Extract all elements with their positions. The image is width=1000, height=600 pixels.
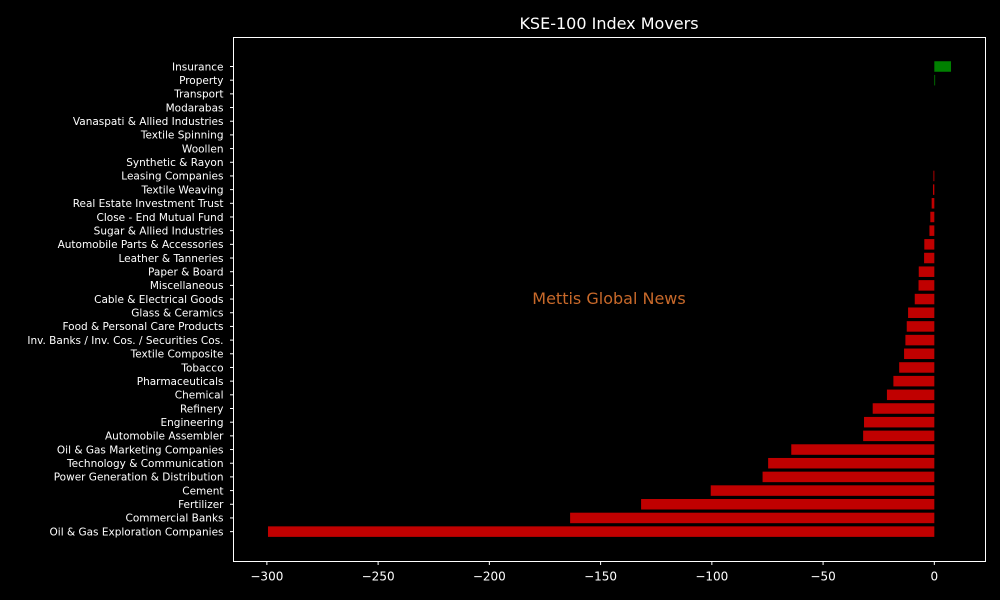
category-label: Automobile Parts & Accessories — [58, 239, 224, 251]
category-label: Cement — [182, 485, 223, 497]
bar — [899, 362, 935, 373]
bar — [918, 266, 935, 277]
bar — [929, 225, 935, 236]
category-label: Paper & Board — [148, 267, 223, 279]
x-tick-label: −200 — [473, 570, 506, 584]
category-label: Engineering — [161, 417, 224, 429]
bar — [762, 471, 935, 483]
bar — [908, 307, 935, 318]
bar — [768, 457, 935, 469]
category-label: Cable & Electrical Goods — [94, 294, 223, 306]
bars-layer — [267, 61, 952, 537]
x-tick-label: 0 — [931, 570, 939, 584]
category-label: Real Estate Investment Trust — [73, 198, 224, 210]
x-tick-label: −250 — [362, 570, 395, 584]
category-label: Refinery — [180, 403, 224, 415]
bar — [641, 499, 935, 510]
bar — [893, 375, 935, 387]
x-tick-label: −50 — [810, 570, 835, 584]
x-tick-label: −150 — [584, 570, 617, 584]
category-label: Modarabas — [166, 102, 224, 114]
watermark: Mettis Global News — [532, 289, 685, 308]
bar — [864, 416, 935, 428]
category-label: Oil & Gas Marketing Companies — [57, 444, 224, 456]
category-label: Inv. Banks / Inv. Cos. / Securities Cos. — [27, 335, 223, 347]
category-label: Woollen — [182, 143, 224, 155]
category-label: Textile Spinning — [140, 130, 224, 142]
x-tick-label: −300 — [250, 570, 283, 584]
chart-title: KSE-100 Index Movers — [519, 14, 698, 33]
category-label: Insurance — [172, 61, 224, 73]
category-label: Fertilizer — [178, 499, 224, 511]
category-label: Glass & Ceramics — [131, 308, 223, 320]
bar — [931, 198, 935, 209]
category-label: Close - End Mutual Fund — [97, 212, 224, 224]
plot-frame — [233, 37, 986, 562]
category-label: Transport — [173, 89, 223, 101]
category-label: Vanaspati & Allied Industries — [73, 116, 224, 128]
bar — [267, 526, 935, 537]
category-label: Synthetic & Rayon — [126, 157, 223, 169]
category-label: Pharmaceuticals — [137, 376, 224, 388]
bar — [791, 444, 935, 455]
category-label: Power Generation & Distribution — [54, 472, 224, 484]
bar — [914, 293, 935, 305]
bar — [904, 348, 935, 360]
bar — [710, 485, 935, 496]
category-label: Leasing Companies — [121, 171, 223, 183]
category-label: Sugar & Allied Industries — [94, 225, 224, 237]
bar — [932, 184, 935, 195]
x-tick-label: −100 — [695, 570, 728, 584]
category-label: Miscellaneous — [150, 280, 224, 292]
category-label: Oil & Gas Exploration Companies — [50, 526, 224, 538]
bar — [924, 239, 935, 250]
bar — [905, 334, 935, 346]
category-label: Textile Composite — [130, 349, 224, 361]
category-label: Property — [179, 75, 223, 87]
x-axis-ticks: −300 −250 −200 −150 −100 −50 0 — [250, 561, 939, 584]
category-label: Textile Weaving — [141, 184, 224, 196]
category-label: Food & Personal Care Products — [62, 321, 223, 333]
bar — [930, 211, 935, 223]
category-label: Automobile Assembler — [105, 431, 224, 443]
bar — [906, 321, 935, 332]
bar — [570, 512, 935, 524]
bar — [918, 280, 935, 291]
category-label: Tobacco — [180, 362, 223, 374]
bar — [886, 389, 935, 401]
category-label: Commercial Banks — [126, 513, 224, 525]
bar — [934, 61, 952, 72]
category-label: Leather & Tanneries — [118, 253, 223, 265]
category-label: Technology & Communication — [66, 458, 223, 470]
bar — [872, 403, 935, 414]
bar — [863, 430, 935, 442]
bar — [933, 170, 935, 182]
category-label: Chemical — [175, 390, 224, 402]
bar — [934, 74, 936, 86]
bar — [924, 252, 935, 264]
